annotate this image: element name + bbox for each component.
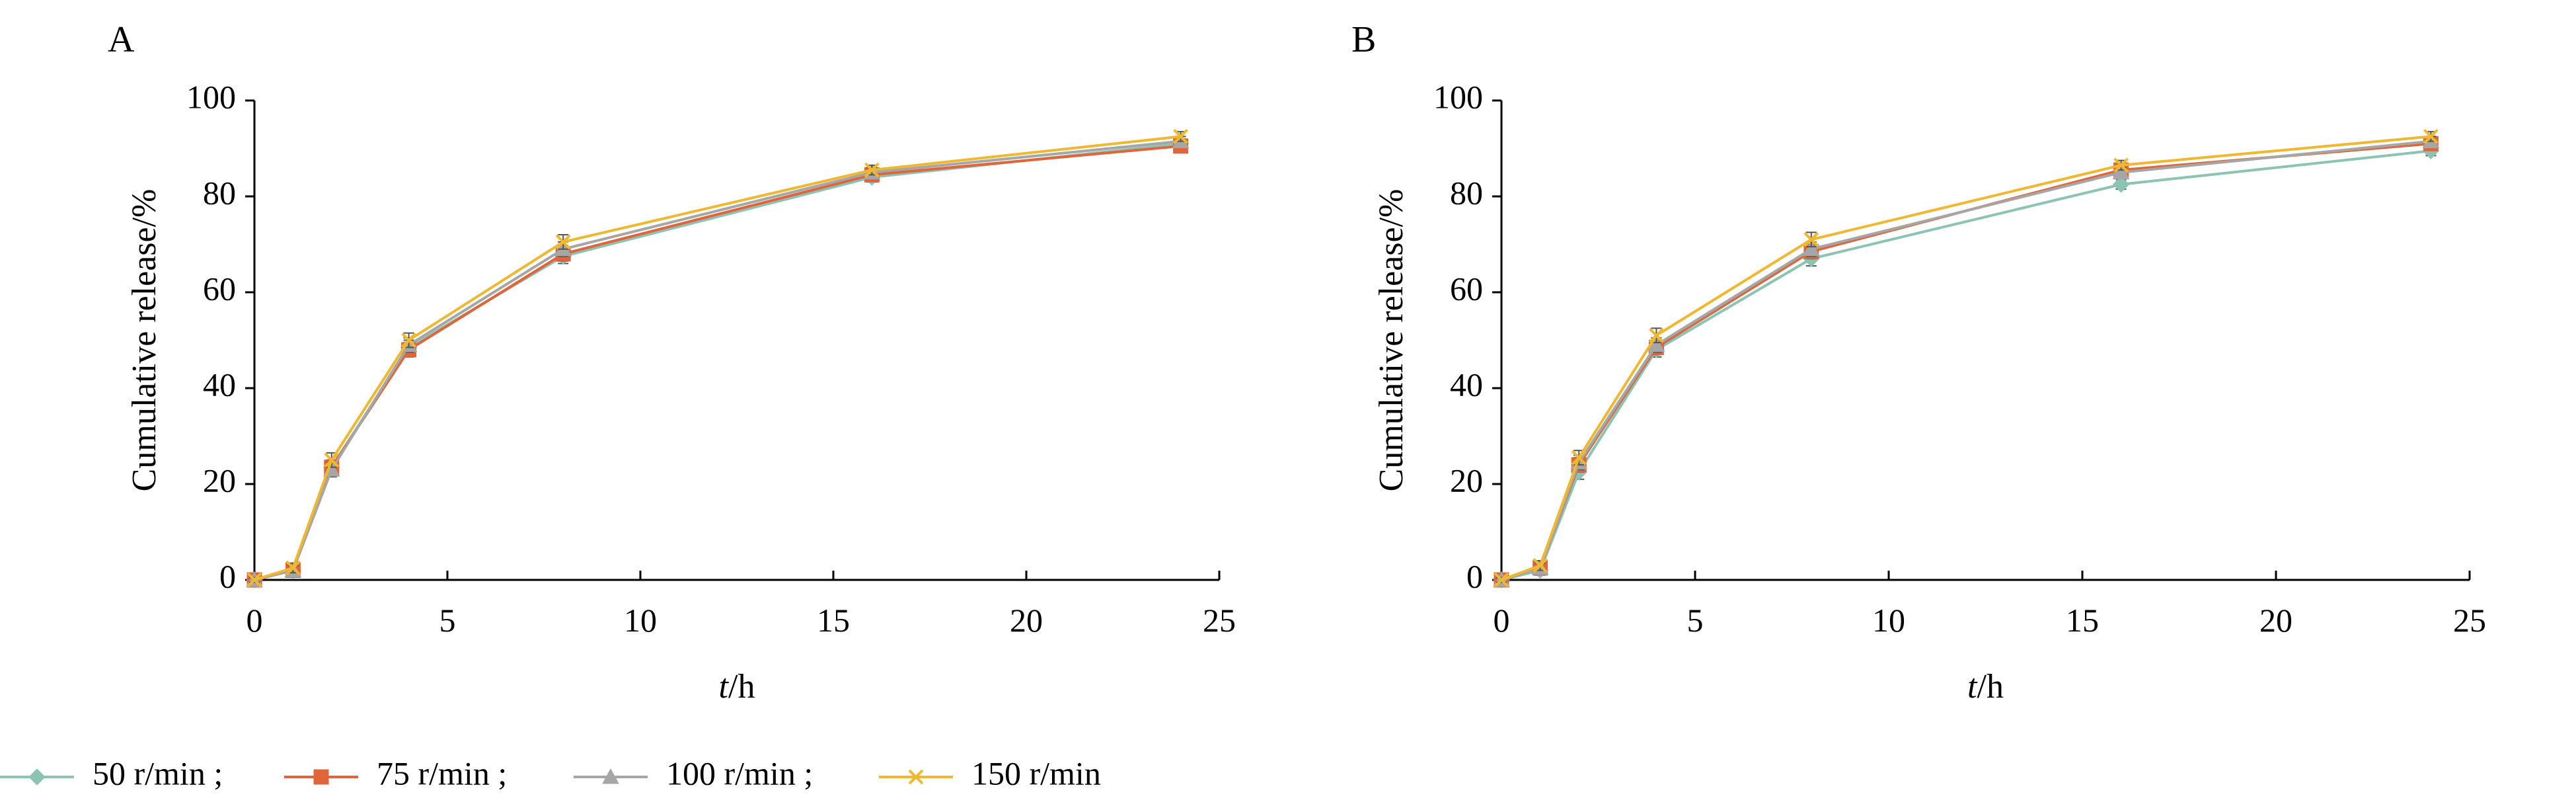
x-tick-label: 5 — [1687, 602, 1704, 639]
y-tick-label: 40 — [1450, 366, 1483, 403]
data-point — [324, 452, 340, 468]
x-tick-label: 15 — [817, 602, 850, 639]
x-tick-label: 10 — [1872, 602, 1905, 639]
data-point — [1173, 128, 1189, 144]
y-tick-label: 80 — [1450, 174, 1483, 211]
x-axis-title: t/h — [1967, 668, 2004, 706]
legend-item: 150 r/min — [879, 754, 1101, 792]
y-tick-label: 100 — [186, 78, 236, 115]
data-point — [2423, 128, 2439, 144]
legend-label: 150 r/min — [971, 754, 1101, 792]
y-tick-label: 0 — [219, 557, 236, 594]
data-point — [1648, 327, 1664, 343]
data-point — [2112, 163, 2130, 180]
x-tick-label: 20 — [2259, 602, 2292, 639]
data-point — [2113, 157, 2129, 173]
legend-item: 75 r/min ; — [284, 754, 507, 792]
data-point — [1571, 450, 1587, 466]
data-point — [285, 560, 301, 576]
legend-item: 50 r/min ; — [0, 754, 223, 792]
data-point — [246, 572, 262, 588]
y-tick-label: 20 — [1450, 462, 1483, 499]
data-point — [1533, 557, 1548, 573]
data-point — [2112, 176, 2130, 193]
legend: 50 r/min ; 75 r/min ; 100 r/min ; 150 r/min — [0, 754, 1101, 792]
legend-item: 100 r/min ; — [574, 754, 813, 792]
panel-label: A — [108, 19, 135, 60]
x-tick-label: 20 — [1010, 602, 1043, 639]
data-point — [555, 234, 571, 250]
data-point — [864, 162, 880, 178]
series-4 — [1494, 128, 2439, 588]
legend-label: 50 r/min ; — [93, 754, 223, 792]
data-point — [1494, 572, 1509, 588]
y-axis-title: Cumulative release/% — [126, 189, 163, 492]
x-tick-label: 10 — [624, 602, 657, 639]
series-1 — [246, 135, 1190, 589]
legend-marker — [313, 769, 329, 785]
data-point — [1648, 336, 1665, 352]
x-tick-label: 25 — [1203, 602, 1236, 639]
chart-panel-b: B 0 20 40 60 80 100 0 5 10 15 20 25 t/h Cumulative rel… — [1351, 19, 2486, 706]
data-point — [1803, 231, 1819, 247]
legend-marker — [908, 769, 924, 785]
x-tick-label: 5 — [439, 602, 456, 639]
x-axis-title: t/h — [719, 668, 755, 706]
series-line — [1501, 135, 2431, 581]
y-tick-label: 20 — [203, 462, 236, 499]
y-tick-label: 0 — [1466, 557, 1483, 594]
legend-label: 75 r/min ; — [377, 754, 507, 792]
x-tick-label: 15 — [2066, 602, 2099, 639]
x-tick-label: 25 — [2453, 602, 2486, 639]
series-line — [1501, 149, 2431, 581]
series-line — [254, 135, 1181, 581]
y-axis-title: Cumulative release/% — [1373, 189, 1410, 492]
data-point — [1802, 240, 1820, 257]
series-2 — [1494, 136, 2439, 588]
series-4 — [246, 128, 1189, 588]
panel-label: B — [1351, 19, 1376, 60]
chart-panel-a: A 0 20 40 60 80 100 0 5 10 15 20 25 t/h Cumulative rel… — [108, 19, 1236, 706]
legend-marker — [28, 768, 46, 786]
y-tick-label: 100 — [1433, 78, 1483, 115]
series-3 — [246, 132, 1190, 587]
data-point — [401, 333, 417, 348]
legend-marker — [602, 768, 619, 784]
legend-label: 100 r/min ; — [666, 754, 813, 792]
y-tick-label: 60 — [203, 270, 236, 307]
y-tick-label: 80 — [203, 174, 236, 211]
x-tick-label: 0 — [1494, 602, 1510, 639]
y-tick-label: 40 — [203, 366, 236, 403]
x-tick-label: 0 — [246, 602, 263, 639]
y-tick-label: 60 — [1450, 270, 1483, 307]
